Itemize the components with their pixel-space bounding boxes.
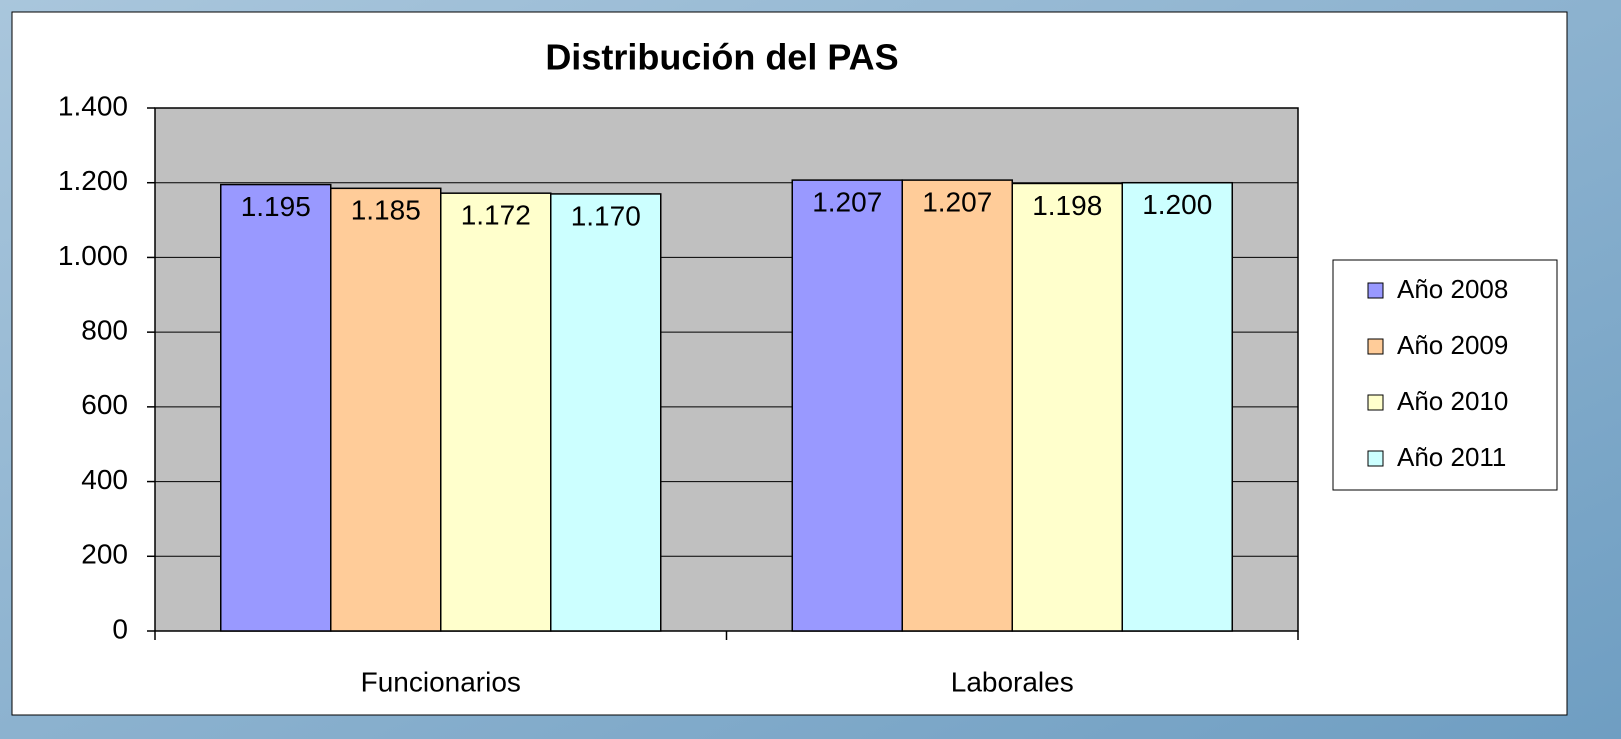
y-tick-label: 1.000: [58, 240, 128, 271]
bar: [220, 183, 332, 632]
bar: [330, 187, 442, 632]
bar: [1011, 182, 1123, 632]
y-tick-label: 1.400: [58, 90, 128, 121]
bar: [550, 193, 662, 632]
legend-label: Año 2010: [1397, 386, 1508, 416]
legend-swatch: [1367, 282, 1384, 299]
data-label: 1.170: [571, 200, 641, 231]
legend-swatch: [1367, 394, 1384, 411]
x-tick-label: Laborales: [951, 666, 1074, 697]
y-tick-label: 0: [112, 613, 128, 644]
data-label: 1.195: [241, 191, 311, 222]
y-tick-label: 1.200: [58, 165, 128, 196]
y-tick-label: 800: [81, 315, 128, 346]
y-tick-label: 600: [81, 389, 128, 420]
bar: [791, 179, 903, 632]
data-label: 1.207: [922, 186, 992, 217]
legend-swatch: [1367, 450, 1384, 467]
legend-label: Año 2009: [1397, 330, 1508, 360]
legend-swatch: [1367, 338, 1384, 355]
data-label: 1.172: [461, 200, 531, 231]
legend-label: Año 2008: [1397, 274, 1508, 304]
bar: [1121, 181, 1233, 632]
data-label: 1.200: [1142, 189, 1212, 220]
chart-title: Distribución del PAS: [545, 37, 898, 78]
data-label: 1.207: [812, 186, 882, 217]
y-tick-label: 200: [81, 539, 128, 570]
x-tick-label: Funcionarios: [361, 666, 521, 697]
y-tick-label: 400: [81, 464, 128, 495]
bar: [440, 192, 552, 632]
legend-label: Año 2011: [1397, 442, 1506, 472]
data-label: 1.198: [1032, 190, 1102, 221]
bar: [901, 179, 1013, 632]
data-label: 1.185: [351, 195, 421, 226]
